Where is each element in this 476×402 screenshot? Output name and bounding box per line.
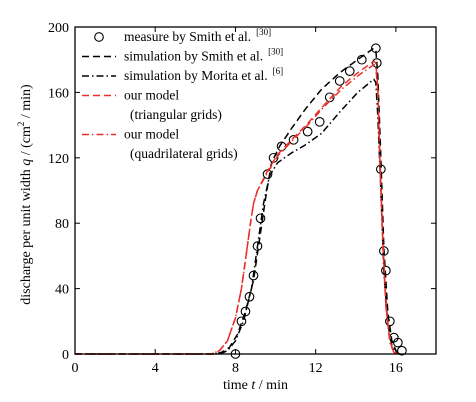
series-line-simulation-by-morita-et-al-6 bbox=[75, 78, 401, 355]
measure-point bbox=[255, 213, 266, 224]
x-tick-label: 8 bbox=[232, 361, 239, 376]
legend-marker bbox=[94, 32, 104, 42]
measure-point bbox=[314, 116, 325, 127]
legend-label: (triangular grids) bbox=[130, 107, 222, 122]
y-tick-label: 120 bbox=[48, 152, 69, 167]
series-line-simulation-by-smith-et-al-30 bbox=[75, 47, 401, 355]
legend-label: simulation by Morita et al. [6] bbox=[124, 66, 283, 83]
legend-label: (quadrilateral grids) bbox=[130, 146, 238, 161]
series-line-our-model-quadrilateral-grids bbox=[75, 63, 399, 355]
measure-point bbox=[302, 126, 313, 137]
legend-label: our model bbox=[124, 127, 179, 142]
y-tick-label: 80 bbox=[55, 217, 69, 232]
measure-point bbox=[344, 66, 355, 76]
measure-point bbox=[356, 54, 367, 65]
measure-point bbox=[244, 291, 255, 302]
y-axis-label: discharge per unit width q / (cm2 / min) bbox=[16, 84, 34, 305]
measure-point bbox=[397, 345, 407, 356]
y-tick-label: 40 bbox=[55, 283, 69, 298]
legend-label: measure by Smith et al. [30] bbox=[124, 27, 271, 44]
x-axis-label: time t / min bbox=[223, 378, 288, 393]
x-tick-label: 4 bbox=[152, 361, 159, 376]
series-line-our-model-triangular-grids bbox=[75, 60, 399, 355]
y-tick-label: 200 bbox=[48, 21, 69, 36]
legend: measure by Smith et al. [30] simulation by… bbox=[82, 27, 283, 161]
x-tick-label: 16 bbox=[389, 361, 403, 376]
measure-point bbox=[236, 316, 247, 327]
y-tick-label: 0 bbox=[62, 348, 69, 363]
y-tick-label: 160 bbox=[48, 86, 69, 101]
x-tick-label: 12 bbox=[309, 361, 323, 376]
measure-point bbox=[288, 134, 299, 145]
x-tick-label: 0 bbox=[72, 361, 79, 376]
measure-point bbox=[334, 76, 345, 86]
legend-label: our model bbox=[124, 88, 179, 103]
plot-data bbox=[75, 43, 407, 359]
measure-point bbox=[393, 337, 403, 348]
plot-frame bbox=[74, 26, 437, 355]
legend-label: simulation by Smith et al. [30] bbox=[124, 47, 283, 64]
